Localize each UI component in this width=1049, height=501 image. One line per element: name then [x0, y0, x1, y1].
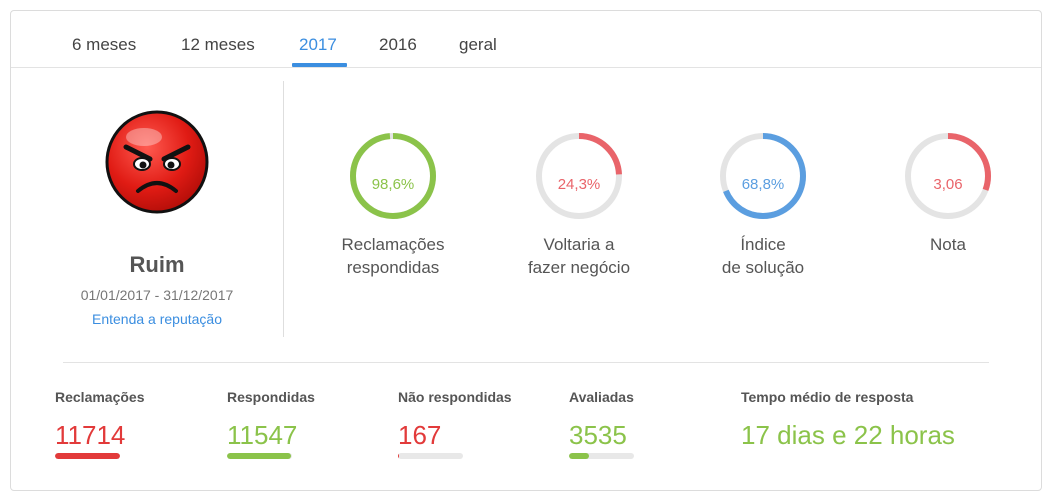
- gauge-label-line2: fazer negócio: [527, 258, 631, 277]
- gauge-ring: [350, 133, 436, 219]
- gauge-label-line2: respondidas: [346, 258, 440, 277]
- stat-value: 17 dias e 22 horas: [741, 420, 955, 450]
- stat-bar-fill: [398, 453, 399, 459]
- stat-value: 11547: [227, 420, 298, 450]
- stat-value: 167: [398, 420, 442, 450]
- gauge-value: 3,06: [933, 176, 963, 193]
- gauge-respondidas: 98,6% Reclamações respondidas: [308, 131, 478, 279]
- stat-tempo-medio: Tempo médio de resposta 17 dias e 22 hor…: [741, 389, 955, 449]
- stat-label: Não respondidas: [398, 389, 512, 405]
- stat-label: Respondidas: [227, 389, 315, 405]
- gauge-label-line1: Nota: [930, 235, 966, 254]
- stat-bar: [55, 453, 120, 459]
- gauge-indice-solucao: 68,8% Índice de solução: [678, 131, 848, 279]
- gauge-label: Nota: [863, 233, 1033, 256]
- active-tab-indicator: [292, 63, 347, 67]
- stat-respondidas: Respondidas 11547: [227, 389, 315, 459]
- reputation-card: 6 meses 12 meses 2017 2016 geral: [10, 10, 1042, 491]
- gauge-label: Índice de solução: [678, 233, 848, 279]
- gauge-label-line1: Índice: [740, 235, 786, 254]
- gauge-label-line1: Voltaria a: [543, 235, 615, 254]
- stat-label: Reclamações: [55, 389, 145, 405]
- gauge-voltaria: 24,3% Voltaria a fazer negócio: [494, 131, 664, 279]
- tab-2017[interactable]: 2017: [299, 35, 337, 54]
- stat-reclamacoes: Reclamações 11714: [55, 389, 145, 459]
- gauge-value: 24,3%: [557, 176, 601, 193]
- stat-label: Tempo médio de resposta: [741, 389, 914, 405]
- gauge-nota: 3,06 Nota: [863, 131, 1033, 256]
- stat-avaliadas: Avaliadas 3535: [569, 389, 634, 459]
- stat-nao-respondidas: Não respondidas 167: [398, 389, 512, 459]
- stat-bar: [398, 453, 463, 459]
- vertical-divider: [283, 81, 284, 337]
- gauge-ring: [905, 133, 991, 219]
- angry-face-icon: [105, 110, 209, 214]
- stat-bar: [569, 453, 634, 459]
- stat-label: Avaliadas: [569, 389, 634, 405]
- gauge-value: 98,6%: [371, 176, 415, 193]
- gauge-label: Voltaria a fazer negócio: [494, 233, 664, 279]
- period-tabs: 6 meses 12 meses 2017 2016 geral: [11, 11, 1041, 68]
- tab-geral[interactable]: geral: [459, 35, 497, 54]
- reputation-panel: Ruim 01/01/2017 - 31/12/2017 Entenda a r…: [41, 81, 281, 337]
- gauge-label-line1: Reclamações: [341, 235, 445, 254]
- gauge-ring: [720, 133, 806, 219]
- tab-2016[interactable]: 2016: [379, 35, 417, 54]
- stat-bar-fill: [55, 453, 120, 459]
- reputation-period: 01/01/2017 - 31/12/2017: [80, 287, 234, 303]
- understand-reputation-link[interactable]: Entenda a reputação: [92, 311, 222, 327]
- tab-12-meses[interactable]: 12 meses: [181, 35, 255, 54]
- reputation-label: Ruim: [129, 252, 185, 277]
- stat-value: 3535: [569, 420, 627, 450]
- stat-bar-fill: [569, 453, 589, 459]
- horizontal-divider: [63, 362, 989, 363]
- stat-bar: [227, 453, 292, 459]
- gauge-label-line2: de solução: [721, 258, 805, 277]
- stat-value: 11714: [55, 420, 126, 450]
- tab-6-meses[interactable]: 6 meses: [72, 35, 137, 54]
- gauge-ring: [536, 133, 622, 219]
- gauge-label: Reclamações respondidas: [308, 233, 478, 279]
- stat-bar-fill: [227, 453, 292, 459]
- gauge-value: 68,8%: [741, 176, 785, 193]
